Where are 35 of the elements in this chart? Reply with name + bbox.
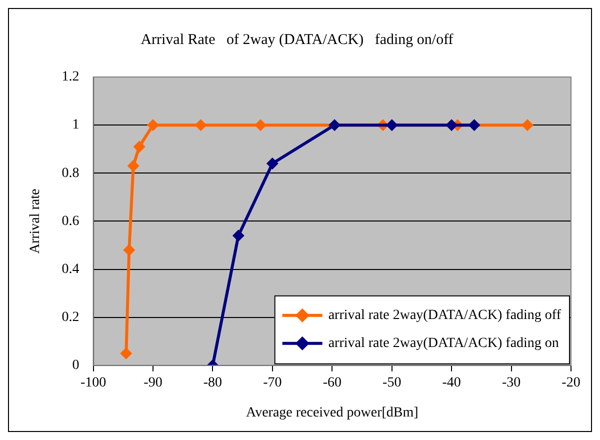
y-tick-label: 0	[72, 358, 80, 374]
x-tick-label: -30	[502, 375, 521, 390]
point	[232, 230, 244, 242]
legend-label: arrival rate 2way(DATA/ACK) fading off	[328, 308, 562, 324]
point	[446, 119, 458, 132]
x-tick-label: -80	[203, 375, 222, 390]
point	[468, 119, 480, 132]
point	[386, 119, 398, 132]
point	[133, 140, 146, 153]
point	[147, 119, 160, 132]
x-tick-label: -40	[442, 375, 461, 390]
x-tick-label: -20	[562, 375, 580, 390]
x-tick-label: -50	[382, 375, 402, 390]
x-tick-label: -100	[80, 375, 106, 390]
y-tick-label: 1.2	[62, 70, 80, 85]
point	[521, 119, 534, 132]
point	[328, 119, 341, 132]
y-tick-label: 0.6	[62, 214, 80, 229]
x-axis-title: Average received power[dBm]	[246, 405, 418, 420]
y-tick-label: 0.2	[62, 310, 80, 326]
y-tick-label: 1	[72, 118, 80, 133]
point	[127, 160, 140, 172]
point	[266, 158, 278, 170]
y-tick-label: 0.8	[62, 166, 80, 181]
y-axis-title: Arrival rate	[28, 188, 44, 254]
legend-label: arrival rate 2way(DATA/ACK) fading on	[328, 336, 559, 352]
chart-title: Arrival Rate of 2way (DATA/ACK) fading on/off	[140, 32, 454, 48]
point	[123, 244, 136, 256]
x-tick-label: -70	[263, 375, 282, 390]
x-tick-label: -90	[144, 375, 162, 390]
y-tick-label: 0.4	[62, 262, 80, 277]
point	[120, 347, 132, 360]
point	[194, 119, 207, 132]
x-tick-label: -60	[322, 375, 342, 390]
point	[254, 119, 266, 132]
